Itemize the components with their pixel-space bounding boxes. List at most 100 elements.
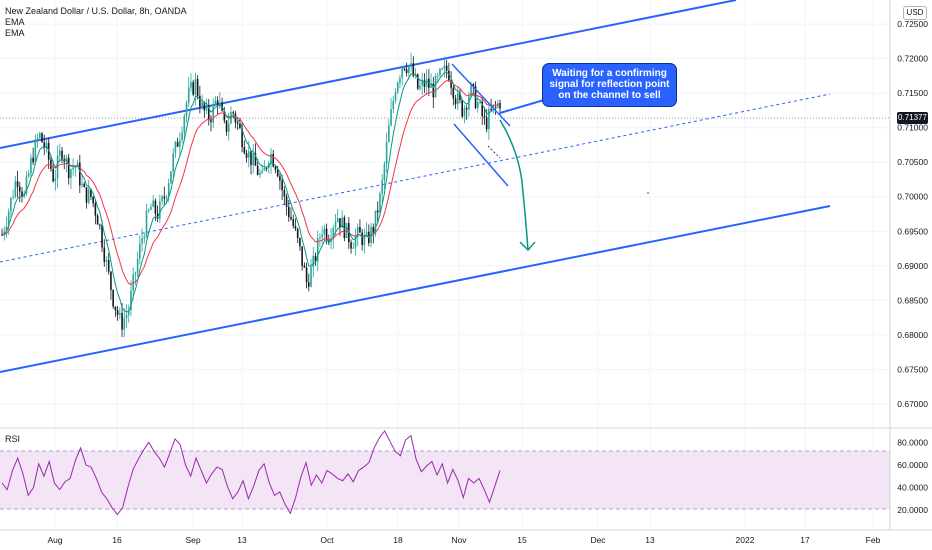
candle-body	[18, 186, 21, 192]
candle-body	[454, 98, 457, 105]
candle-body	[443, 65, 446, 69]
time-axis[interactable]: Aug 16 Sep 13 Oct 18 Nov 15 Dec 13 2022 17 Feb	[47, 535, 880, 545]
projection-arrow[interactable]	[499, 119, 529, 251]
candle-body	[136, 258, 139, 273]
candle-body	[14, 181, 17, 197]
rsi-axis: 80.0000 60.0000 40.0000 20.0000	[897, 437, 928, 515]
channel-mid-line[interactable]	[0, 93, 831, 263]
candle-body	[343, 217, 346, 238]
candle-body	[483, 115, 486, 118]
candle-body	[172, 153, 174, 172]
candle-body	[390, 108, 392, 126]
candle-body	[350, 242, 352, 249]
candle-body	[196, 79, 199, 97]
time-tick-label: 17	[800, 535, 810, 545]
candle-body	[183, 115, 186, 133]
time-tick-label: Nov	[451, 535, 467, 545]
candle-body	[359, 227, 361, 233]
price-axis[interactable]: 0.72500 0.72000 0.71500 0.71000 0.70500 0.700…	[897, 19, 928, 409]
candle-body	[272, 153, 275, 167]
pattern-drawings	[451, 63, 649, 252]
price-tick-label: 0.68000	[897, 330, 928, 340]
candle-body	[281, 180, 283, 191]
price-tick-label: 0.68500	[897, 295, 928, 305]
candle-body	[10, 197, 12, 212]
candle-body	[185, 102, 188, 116]
candle-body	[187, 87, 190, 103]
candle-body	[376, 210, 379, 213]
candle-body	[96, 215, 99, 225]
price-tick-label: 0.72500	[897, 19, 928, 29]
candle-body	[481, 101, 484, 116]
candle-body	[50, 159, 52, 169]
candle-body	[214, 100, 217, 105]
stray-dot	[647, 192, 649, 194]
candle-body	[476, 102, 479, 108]
candle-body	[394, 92, 397, 101]
wedge-upper-line[interactable]	[451, 63, 511, 127]
candle-body	[396, 82, 399, 93]
candle-body	[283, 190, 286, 197]
candle-body	[363, 234, 366, 246]
candle-body	[299, 238, 301, 247]
candle-body	[170, 171, 172, 184]
candle-body	[323, 228, 326, 235]
candle-body	[207, 105, 210, 120]
candle-body	[83, 183, 86, 188]
candle-body	[43, 142, 46, 149]
candle-body	[361, 232, 363, 246]
candle-body	[279, 176, 281, 181]
grid	[0, 0, 890, 530]
time-tick-label: Oct	[320, 535, 334, 545]
candle-body	[459, 93, 461, 101]
candle-body	[94, 203, 97, 216]
currency-badge[interactable]: USD	[903, 6, 927, 20]
candle-body	[107, 259, 110, 272]
candle-body	[452, 87, 455, 99]
candle-body	[430, 83, 432, 88]
candle-body	[261, 170, 263, 173]
candle-body	[292, 219, 295, 227]
candle-body	[259, 172, 261, 175]
candle-body	[490, 108, 492, 110]
chart-title[interactable]: New Zealand Dollar / U.S. Dollar, 8h, OA…	[5, 6, 187, 16]
candle-body	[448, 70, 450, 81]
candle-body	[199, 96, 201, 107]
candle-body	[194, 79, 197, 95]
candle-body	[41, 133, 43, 143]
candle-body	[432, 83, 435, 98]
candle-body	[127, 310, 130, 315]
indicator-ema-2[interactable]: EMA	[5, 28, 25, 38]
price-tick-label: 0.70000	[897, 192, 928, 202]
candle-body	[336, 218, 339, 222]
candle-body	[1, 234, 3, 236]
candle-body	[252, 153, 255, 166]
candle-body	[401, 68, 403, 79]
candle-body	[132, 274, 134, 291]
candle-body	[263, 167, 266, 171]
wedge-lower-line[interactable]	[453, 123, 509, 187]
indicator-ema-1[interactable]: EMA	[5, 17, 25, 27]
candle-body	[374, 210, 377, 234]
time-tick-label: 13	[237, 535, 247, 545]
annotation-callout[interactable]: Waiting for a confirming signal for refl…	[542, 63, 677, 107]
candle-body	[203, 102, 206, 111]
candle-body	[441, 68, 443, 70]
price-tick-label: 0.69500	[897, 226, 928, 236]
candle-body	[176, 141, 179, 147]
ema-slow-line	[1, 80, 501, 285]
candle-body	[232, 112, 235, 114]
candle-body	[392, 100, 395, 109]
price-tick-label: 0.70500	[897, 157, 928, 167]
candle-body	[332, 227, 335, 239]
channel-lower-line[interactable]	[0, 205, 831, 373]
rsi-title[interactable]: RSI	[5, 434, 21, 444]
candle-body	[225, 120, 228, 132]
candles	[1, 52, 501, 338]
channel-upper-line[interactable]	[0, 0, 737, 149]
candle-body	[270, 153, 272, 164]
candle-body	[425, 78, 428, 87]
candle-body	[230, 112, 232, 124]
candle-body	[134, 272, 137, 275]
